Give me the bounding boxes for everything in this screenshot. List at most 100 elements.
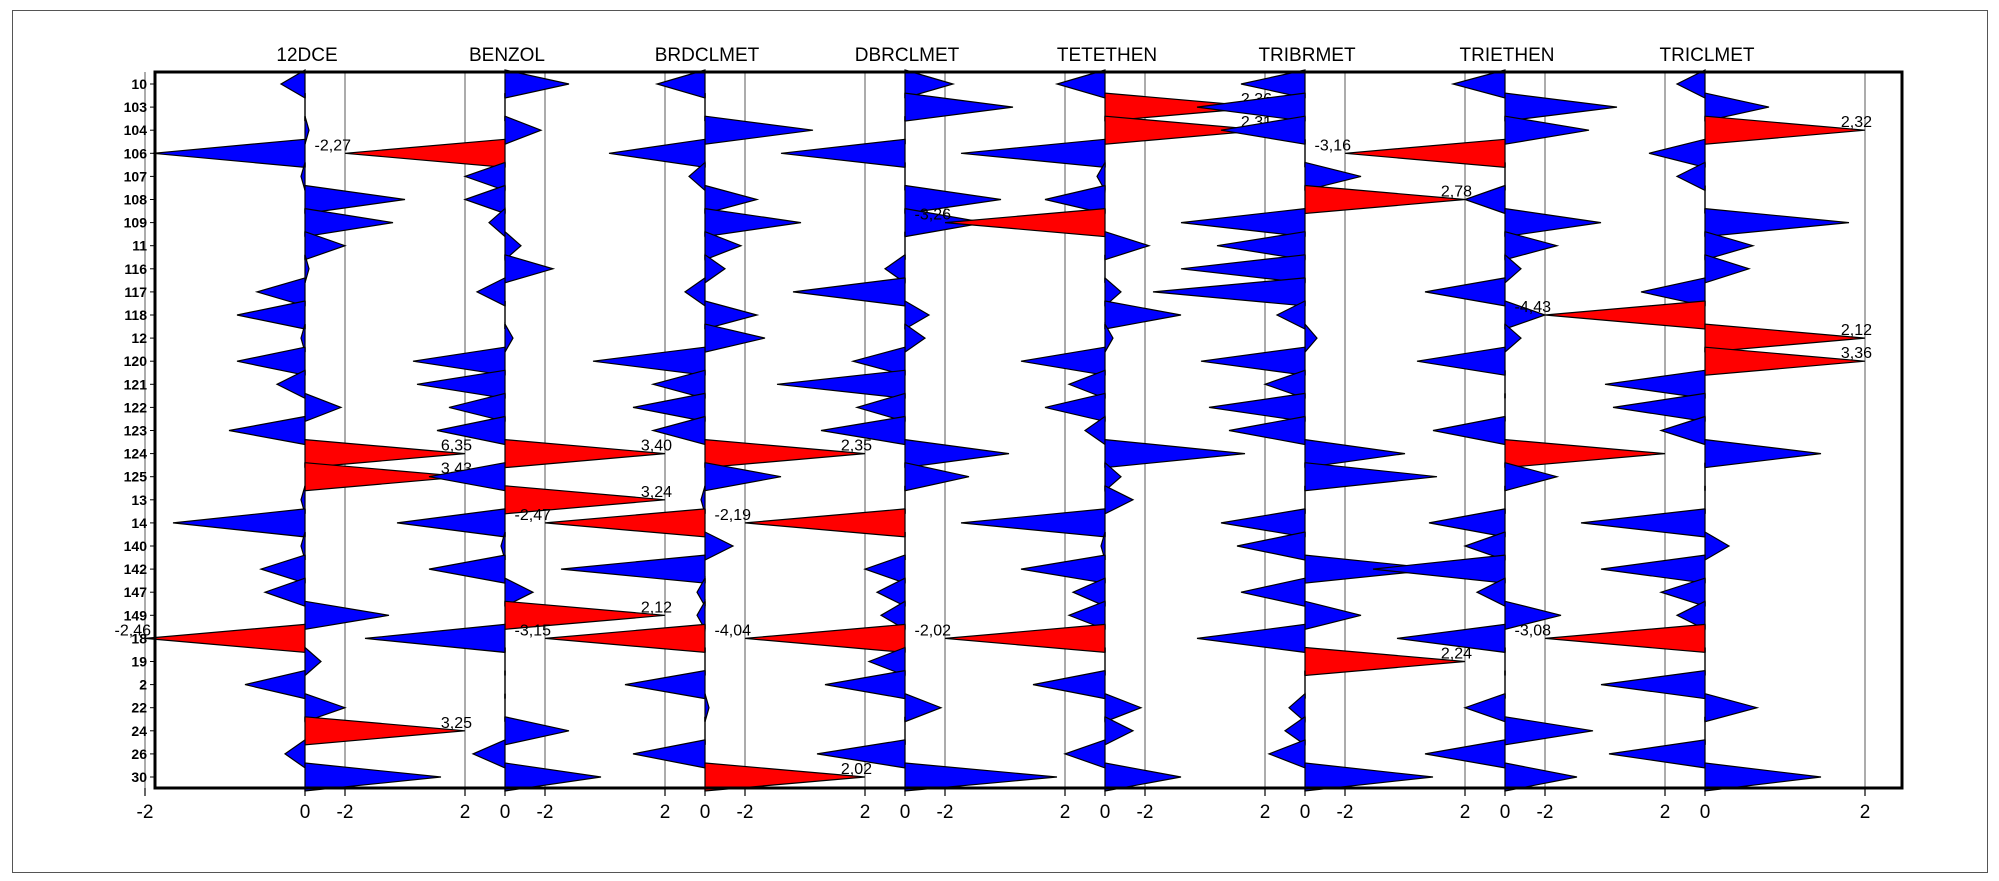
category-label: 116 xyxy=(124,261,147,277)
spike xyxy=(1704,438,1822,469)
category-label: 18 xyxy=(131,630,147,646)
spike xyxy=(504,254,556,284)
x-tick-label: 0 xyxy=(1100,802,1111,823)
spike xyxy=(1304,600,1362,631)
spike xyxy=(416,369,506,400)
spike xyxy=(463,161,506,192)
highlight-spike xyxy=(144,623,306,654)
panel-title: BENZOL xyxy=(469,45,545,66)
spike xyxy=(1704,92,1770,122)
spike xyxy=(1704,207,1850,238)
spike xyxy=(1580,508,1706,538)
highlight-spike xyxy=(504,485,666,515)
highlight-spike xyxy=(1104,92,1266,122)
spike xyxy=(1304,161,1362,192)
highlight-spike xyxy=(1304,646,1466,677)
x-tick-label: 0 xyxy=(500,802,511,823)
value-label: -2,47 xyxy=(515,507,552,524)
highlight-spike xyxy=(1344,138,1506,168)
category-label: 142 xyxy=(124,561,148,577)
spike xyxy=(1504,92,1618,122)
spike xyxy=(1648,138,1706,169)
value-label: 6,35 xyxy=(441,438,472,455)
highlight-spike xyxy=(1704,346,1866,376)
category-label: 140 xyxy=(124,538,148,554)
x-tick-label: 2 xyxy=(1860,802,1871,823)
spike xyxy=(1200,346,1306,376)
highlight-spike xyxy=(504,438,666,469)
spike xyxy=(500,531,506,561)
value-label: -3,16 xyxy=(1315,137,1352,154)
spike xyxy=(1104,300,1182,330)
highlight-spike xyxy=(944,207,1106,238)
spike xyxy=(608,138,706,168)
highlight-spike xyxy=(744,623,906,654)
value-label: -2,27 xyxy=(315,137,352,154)
spike xyxy=(1020,346,1106,376)
spike xyxy=(504,230,522,262)
value-label: 2,02 xyxy=(841,761,872,778)
spike xyxy=(1416,346,1506,376)
spike xyxy=(1208,392,1306,423)
spike xyxy=(304,254,310,283)
spike xyxy=(1450,69,1506,99)
spike xyxy=(300,162,306,191)
spike xyxy=(824,669,906,700)
spike xyxy=(172,508,306,538)
spike xyxy=(624,669,706,700)
x-tick-label: 0 xyxy=(1500,802,1511,823)
category-label: 11 xyxy=(132,238,147,254)
spike xyxy=(1104,484,1135,515)
spike xyxy=(1504,253,1522,285)
value-label: 3,25 xyxy=(441,715,472,732)
spike xyxy=(1044,184,1106,215)
x-tick-label: 2 xyxy=(1060,802,1071,823)
x-tick-label: 2 xyxy=(1460,802,1471,823)
spike xyxy=(1396,623,1506,654)
spike xyxy=(1288,692,1306,724)
spike xyxy=(1463,692,1506,723)
spike xyxy=(850,346,906,376)
spike xyxy=(448,392,506,423)
spike xyxy=(1044,392,1106,423)
spike xyxy=(396,508,506,538)
category-label: 26 xyxy=(131,746,147,762)
value-label: 2,24 xyxy=(1441,646,1472,663)
spike xyxy=(504,577,535,608)
spike xyxy=(904,184,1002,215)
spike xyxy=(1504,461,1560,492)
panel-title: DBRCLMET xyxy=(855,45,960,66)
category-label: 124 xyxy=(124,446,148,462)
category-label: 10 xyxy=(131,76,147,92)
spike xyxy=(1304,322,1318,354)
category-label: 19 xyxy=(131,654,147,670)
spike xyxy=(1054,69,1106,99)
x-tick-label: 2 xyxy=(1260,802,1271,823)
spike xyxy=(863,554,906,584)
spike xyxy=(1504,762,1578,792)
x-tick-label: 2 xyxy=(1660,802,1671,823)
spike xyxy=(1504,322,1522,354)
spike xyxy=(1228,415,1306,446)
category-label: 104 xyxy=(124,122,148,138)
spike xyxy=(704,184,760,215)
x-tick-label: 2 xyxy=(460,802,471,823)
spike xyxy=(704,323,766,353)
category-label: 22 xyxy=(131,700,147,716)
panel-title: TETETHEN xyxy=(1057,45,1157,66)
spike xyxy=(1600,669,1706,700)
spike xyxy=(704,693,710,722)
spike xyxy=(1704,253,1751,284)
spike xyxy=(1083,415,1106,446)
x-tick-label: -2 xyxy=(937,802,954,823)
spike xyxy=(1104,692,1143,723)
spike xyxy=(1504,300,1547,330)
value-label: 3,36 xyxy=(1841,345,1872,362)
spike xyxy=(236,346,306,376)
spike xyxy=(304,762,442,792)
category-label: 120 xyxy=(124,353,148,369)
spike xyxy=(300,531,306,561)
spike xyxy=(1104,230,1151,261)
spike xyxy=(475,276,506,307)
spike xyxy=(275,369,306,400)
